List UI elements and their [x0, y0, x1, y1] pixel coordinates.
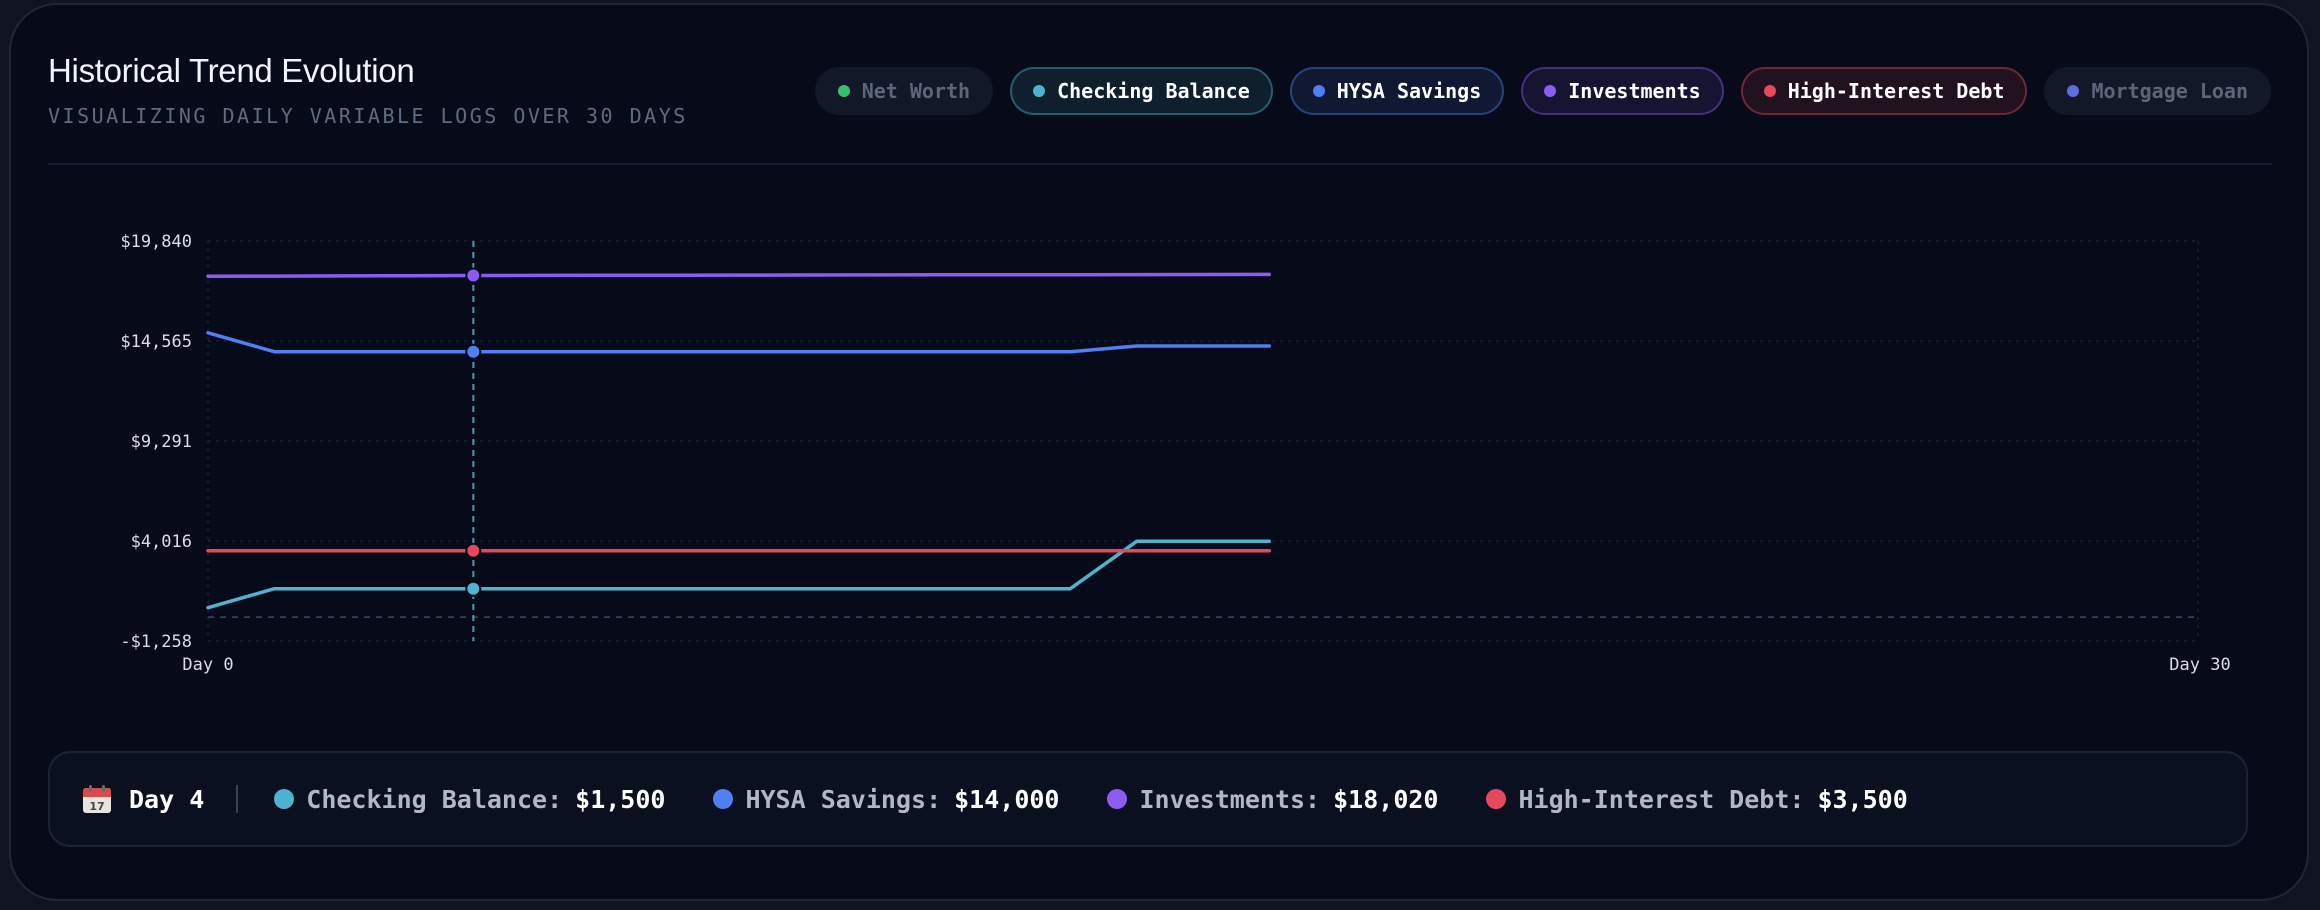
hysa-savings-dot-icon: [713, 789, 734, 809]
legend-toggle-high-interest-debt[interactable]: High-Interest Debt: [1740, 67, 2028, 115]
hover-point: [465, 542, 482, 559]
y-tick-label: $4,016: [131, 532, 192, 552]
hover-point: [465, 267, 482, 284]
net-worth-dot-icon: [837, 85, 850, 97]
hover-day-label: Day 4: [129, 784, 205, 814]
investments-dot-icon: [1107, 789, 1128, 809]
x-tick-label: Day 30: [2169, 655, 2230, 675]
info-item-label: Investments:: [1139, 784, 1321, 814]
hover-point: [465, 580, 482, 597]
y-tick-label: $19,840: [120, 232, 192, 252]
info-item-high-interest-debt: High-Interest Debt: $3,500: [1486, 784, 1908, 814]
info-item-value: $18,020: [1333, 784, 1439, 814]
y-tick-label: -$1,258: [120, 632, 192, 652]
svg-text:17: 17: [89, 800, 104, 813]
series-line: [206, 272, 1272, 279]
info-separator: [236, 785, 239, 813]
header-divider: [48, 163, 2272, 165]
legend-toggle-checking-balance[interactable]: Checking Balance: [1010, 67, 1273, 115]
hysa-savings-dot-icon: [1312, 85, 1325, 97]
info-item-investments: Investments: $18,020: [1107, 785, 1438, 814]
info-item-label: HYSA Savings:: [745, 784, 942, 814]
legend-label: High-Interest Debt: [1787, 79, 2005, 103]
legend-label: Net Worth: [861, 79, 971, 103]
info-item-checking-balance: Checking Balance: $1,500: [274, 785, 665, 814]
calendar-icon: 17: [81, 783, 113, 815]
info-item-label: High-Interest Debt:: [1518, 784, 1805, 814]
hover-info-bar: 17 Day 4 Checking Balance: $1,500 HYSA S…: [48, 751, 2248, 847]
checking-balance-dot-icon: [274, 789, 295, 809]
info-item-value: $1,500: [575, 784, 666, 814]
y-tick-label: $14,565: [120, 332, 192, 352]
legend-toggle-mortgage-loan[interactable]: Mortgage Loan: [2044, 67, 2271, 115]
legend-label: Checking Balance: [1057, 79, 1250, 103]
legend-toggle-investments[interactable]: Investments: [1521, 67, 1724, 115]
series-line: [206, 331, 1272, 354]
checking-balance-dot-icon: [1033, 85, 1046, 97]
legend-label: Mortgage Loan: [2091, 79, 2248, 103]
legend-label: Investments: [1568, 79, 1701, 103]
high-interest-debt-dot-icon: [1763, 85, 1776, 97]
chart-subtitle: VISUALIZING DAILY VARIABLE LOGS OVER 30 …: [48, 104, 688, 128]
info-item-value: $3,500: [1817, 784, 1908, 814]
legend-toggle-hysa-savings[interactable]: HYSA Savings: [1289, 67, 1505, 115]
line-chart[interactable]: -$1,258 $4,016 $9,291 $14,565 $19,840 Day 0 Da…: [0, 0, 2320, 740]
mortgage-loan-dot-icon: [2067, 85, 2080, 97]
chart-title: Historical Trend Evolution: [48, 52, 415, 89]
info-item-hysa-savings: HYSA Savings: $14,000: [713, 785, 1059, 814]
hover-point: [465, 343, 482, 360]
x-tick-label: Day 0: [182, 655, 233, 675]
legend-label: HYSA Savings: [1336, 79, 1482, 103]
series-line: [206, 539, 1272, 610]
info-item-label: Checking Balance:: [306, 784, 563, 814]
legend-toggle-net-worth[interactable]: Net Worth: [814, 67, 994, 115]
y-tick-label: $9,291: [131, 432, 192, 452]
series-legend: Net Worth Checking Balance HYSA Savings …: [814, 67, 2271, 115]
high-interest-debt-dot-icon: [1486, 789, 1507, 809]
investments-dot-icon: [1544, 85, 1557, 97]
info-item-value: $14,000: [954, 784, 1060, 814]
